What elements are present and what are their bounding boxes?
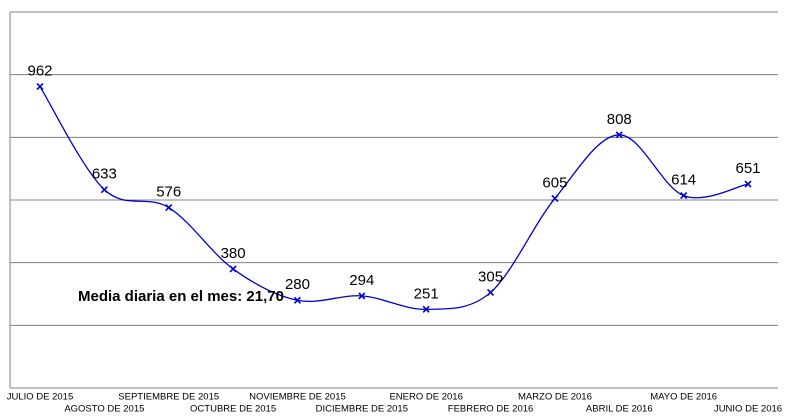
marker bbox=[100, 186, 108, 194]
data-label: 305 bbox=[478, 268, 503, 285]
x-tick-label: DICIEMBRE DE 2015 bbox=[316, 404, 408, 415]
x-tick-label: ABRIL DE 2016 bbox=[586, 404, 653, 415]
x-tick-label: MARZO DE 2016 bbox=[518, 392, 592, 403]
marker bbox=[422, 305, 430, 313]
x-tick-label: NOVIEMBRE DE 2015 bbox=[249, 392, 346, 403]
marker bbox=[744, 180, 752, 188]
marker bbox=[293, 296, 302, 304]
data-label: 380 bbox=[221, 245, 246, 262]
x-tick-label: JULIO DE 2015 bbox=[7, 392, 74, 403]
data-label: 294 bbox=[349, 272, 374, 289]
x-tick-label: FEBRERO DE 2016 bbox=[448, 404, 534, 415]
annotation: Media diaria en el mes: 21,70 bbox=[78, 288, 284, 305]
data-label: 962 bbox=[27, 63, 52, 80]
data-label: 576 bbox=[156, 183, 181, 200]
x-tick-label: MAYO DE 2016 bbox=[650, 392, 717, 403]
x-tick-label: AGOSTO DE 2015 bbox=[64, 404, 144, 415]
data-label: 651 bbox=[735, 160, 760, 177]
data-label: 614 bbox=[671, 172, 696, 189]
marker bbox=[358, 292, 366, 300]
marker bbox=[486, 288, 495, 296]
marker bbox=[551, 194, 559, 202]
marker bbox=[615, 131, 623, 139]
marker bbox=[680, 192, 688, 200]
data-label: 633 bbox=[92, 166, 117, 183]
x-tick-label: OCTUBRE DE 2015 bbox=[190, 404, 276, 415]
marker bbox=[229, 265, 237, 273]
data-label: 808 bbox=[607, 111, 632, 128]
data-label: 280 bbox=[285, 276, 310, 293]
data-label: 605 bbox=[542, 174, 567, 191]
x-tick-label: SEPTIEMBRE DE 2015 bbox=[118, 392, 219, 403]
x-tick-label: JUNIO DE 2016 bbox=[714, 404, 782, 415]
x-tick-label: ENERO DE 2016 bbox=[389, 392, 462, 403]
marker bbox=[165, 203, 173, 212]
marker bbox=[36, 83, 44, 91]
data-label: 251 bbox=[414, 285, 439, 302]
line bbox=[39, 86, 749, 311]
